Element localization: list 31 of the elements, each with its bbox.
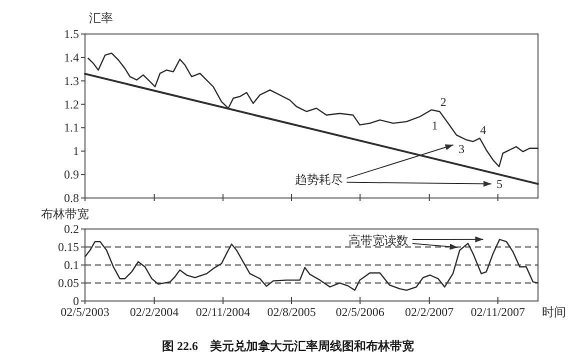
- y-tick-label: 0.15: [58, 240, 79, 254]
- annotation: 高带宽读数: [348, 234, 408, 248]
- y-tick-label: 0.1: [64, 258, 79, 272]
- y-tick-label: 0.9: [64, 168, 79, 182]
- y-tick-label: 1: [73, 144, 79, 158]
- y-tick-label: 1.2: [64, 97, 79, 112]
- annotation: 趋势耗尽: [294, 172, 343, 186]
- annotation: 3: [458, 142, 464, 156]
- y-tick-label: 1.3: [64, 74, 79, 88]
- y-tick-label: 0: [73, 294, 79, 308]
- x-tick-label: 02/2/2007: [404, 305, 454, 319]
- y-tick-label: 0.8: [64, 191, 79, 205]
- y-tick-label: 0.05: [58, 276, 79, 290]
- y-tick-label: 1.5: [64, 27, 79, 41]
- annotation: 1: [432, 118, 438, 132]
- y-tick-label: 1.1: [64, 120, 79, 135]
- y-axis-title: 布林带宽: [41, 207, 89, 221]
- annotation: 4: [480, 123, 486, 138]
- x-tick-label: 02/8/2005: [267, 305, 316, 319]
- caption: 图 22.6 美元兑加拿大元汇率周线图和布林带宽: [162, 339, 414, 353]
- x-tick-label: 02/11/2004: [196, 305, 250, 319]
- y-axis-title: 汇率: [89, 11, 113, 25]
- x-tick-label: 02/2/2004: [130, 305, 179, 319]
- annotation: 5: [496, 176, 502, 191]
- x-axis-title: 时间: [542, 305, 566, 319]
- x-tick-label: 02/5/2003: [60, 305, 110, 319]
- y-tick-label: 1.4: [64, 50, 79, 64]
- annotation: 2: [440, 94, 446, 109]
- y-tick-label: 0.2: [64, 222, 79, 236]
- x-tick-label: 02/5/2006: [336, 305, 384, 319]
- x-tick-label: 02/11/2007: [470, 305, 525, 319]
